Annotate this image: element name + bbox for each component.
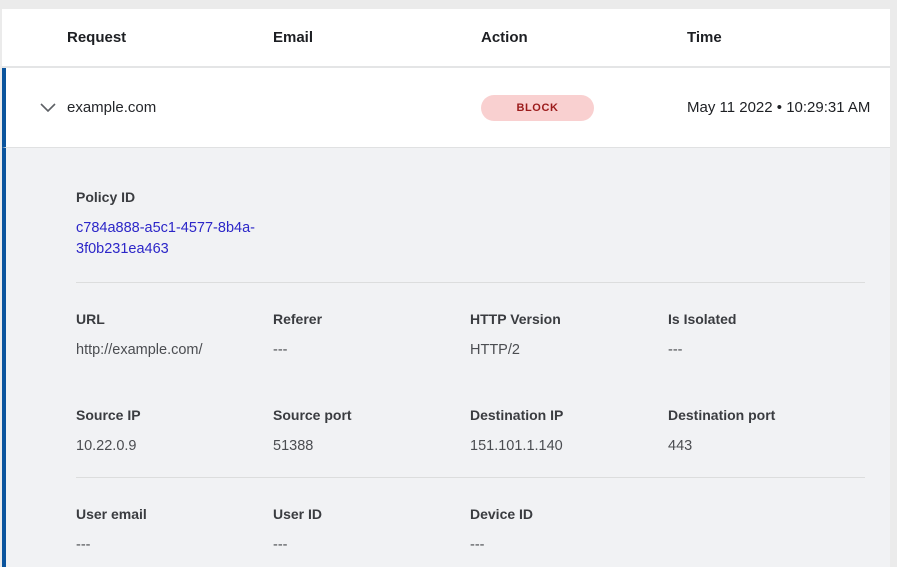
field-is-isolated-label: Is Isolated (668, 311, 737, 327)
field-source-ip-label: Source IP (76, 407, 141, 423)
policy-id-label: Policy ID (76, 189, 136, 205)
column-header-time: Time (687, 29, 722, 46)
chevron-down-icon[interactable] (40, 103, 56, 112)
details-grid-network: Source IP 10.22.0.9 Source port 51388 De… (76, 406, 865, 455)
column-header-request: Request (67, 29, 127, 46)
log-details-panel: Policy ID c784a888-a5c1-4577-8b4a-3f0b23… (2, 148, 890, 567)
field-referer-label: Referer (273, 311, 323, 327)
field-destination-ip-label: Destination IP (470, 407, 564, 423)
field-destination-port: Destination port 443 (668, 406, 865, 455)
field-source-port-value: 51388 (273, 438, 314, 454)
field-http-version: HTTP Version HTTP/2 (470, 310, 668, 359)
details-grid-http: URL http://example.com/ Referer --- HTTP… (76, 310, 865, 359)
field-user-email: User email --- (76, 505, 273, 554)
log-row[interactable]: example.com BLOCK May 11 2022 • 10:29:31… (2, 68, 890, 148)
field-destination-port-value: 443 (668, 438, 693, 454)
policy-id-section: Policy ID c784a888-a5c1-4577-8b4a-3f0b23… (76, 188, 865, 260)
field-device-id-value: --- (470, 537, 485, 553)
time-cell: May 11 2022 • 10:29:31 AM (687, 98, 871, 116)
field-http-version-value: HTTP/2 (470, 342, 520, 358)
field-user-email-value: --- (76, 537, 91, 553)
block-action-badge: BLOCK (481, 94, 594, 121)
action-cell: BLOCK (481, 94, 687, 121)
log-table-card: Request Email Action Time example.com BL… (2, 9, 890, 567)
field-source-ip: Source IP 10.22.0.9 (76, 406, 273, 455)
request-domain: example.com (67, 99, 157, 116)
field-is-isolated-value: --- (668, 342, 683, 358)
field-source-port-label: Source port (273, 407, 352, 423)
field-source-ip-value: 10.22.0.9 (76, 438, 137, 454)
field-destination-ip-value: 151.101.1.140 (470, 438, 563, 454)
field-url-value: http://example.com/ (76, 342, 203, 358)
field-user-email-label: User email (76, 506, 147, 522)
field-url-label: URL (76, 311, 105, 327)
field-referer: Referer --- (273, 310, 470, 359)
field-user-id-value: --- (273, 537, 288, 553)
column-header-email: Email (273, 29, 314, 46)
field-http-version-label: HTTP Version (470, 311, 561, 327)
field-is-isolated: Is Isolated --- (668, 310, 865, 359)
table-header: Request Email Action Time (2, 9, 890, 68)
details-grid-user: User email --- User ID --- Device ID --- (76, 505, 865, 554)
field-empty (668, 505, 865, 554)
column-header-action: Action (481, 29, 528, 46)
field-device-id: Device ID --- (470, 505, 668, 554)
field-destination-ip: Destination IP 151.101.1.140 (470, 406, 668, 455)
field-user-id-label: User ID (273, 506, 323, 522)
divider (76, 282, 865, 283)
field-destination-port-label: Destination port (668, 407, 776, 423)
field-referer-value: --- (273, 342, 288, 358)
field-source-port: Source port 51388 (273, 406, 470, 455)
field-device-id-label: Device ID (470, 506, 534, 522)
field-user-id: User ID --- (273, 505, 470, 554)
field-url: URL http://example.com/ (76, 310, 273, 359)
divider (76, 477, 865, 478)
expand-toggle[interactable] (6, 103, 67, 112)
policy-id-link[interactable]: c784a888-a5c1-4577-8b4a-3f0b231ea463 (76, 220, 255, 257)
